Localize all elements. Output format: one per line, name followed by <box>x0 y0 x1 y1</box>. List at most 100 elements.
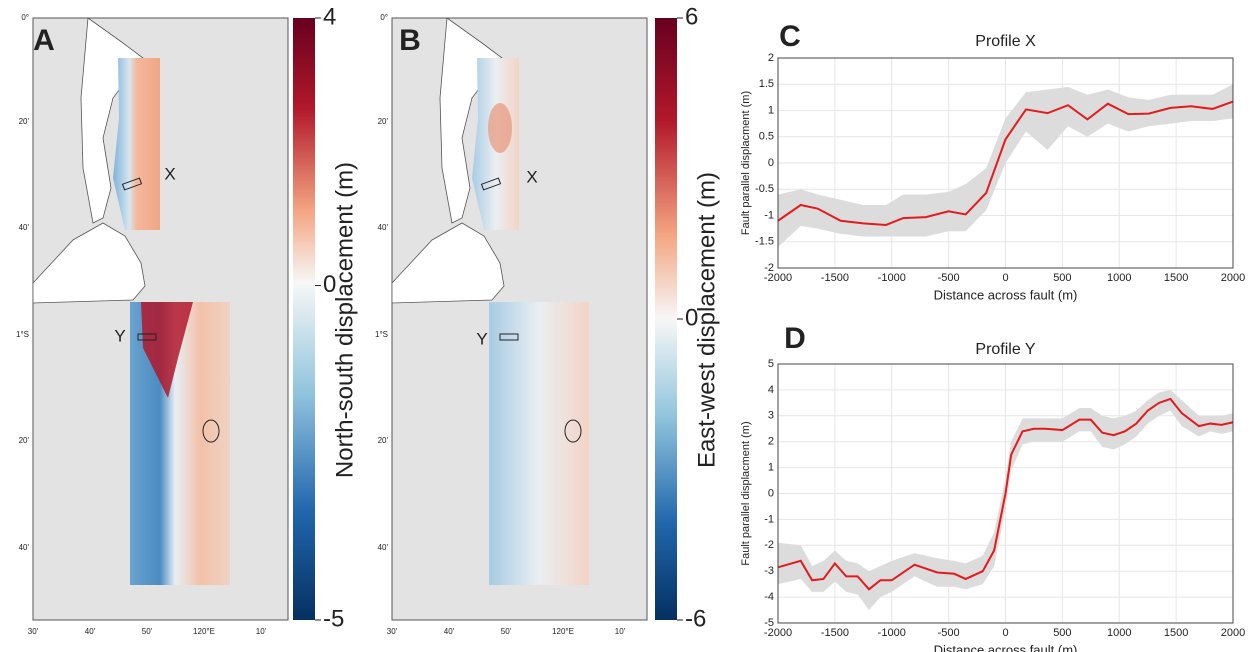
lon-label: 50' <box>142 627 153 636</box>
data-strip <box>113 58 160 230</box>
uncertainty-band <box>778 84 1233 247</box>
x-tick-label: 500 <box>1053 272 1071 284</box>
lat-label: 40' <box>378 223 389 232</box>
map-a <box>32 17 289 621</box>
lat-label: 0° <box>380 13 388 22</box>
plot-frame <box>777 57 1234 269</box>
outline <box>202 419 220 443</box>
y-tick-label: 1.5 <box>759 78 774 90</box>
colorbar <box>655 18 677 620</box>
colorbar-tick-label: -5 <box>323 605 344 632</box>
y-tick-label: 0.5 <box>759 131 774 143</box>
colorbar-label: East-west displacement (m) <box>693 172 720 468</box>
chart-title: Profile X <box>975 33 1036 50</box>
colorbar-label: North-south displacement (m) <box>331 162 358 478</box>
profile-label: X <box>164 164 175 183</box>
lon-label: 10' <box>615 627 626 636</box>
colorbar-tick-label: 0 <box>323 271 336 298</box>
profile-label: Y <box>476 329 487 348</box>
x-tick-label: -2000 <box>764 272 792 284</box>
x-tick-label: -1500 <box>821 272 849 284</box>
panel-letter: A <box>33 24 55 57</box>
uncertainty-band <box>778 389 1233 611</box>
y-tick-label: -1.5 <box>755 236 774 248</box>
x-tick-label: 2000 <box>1221 272 1245 284</box>
x-tick-label: 1500 <box>1164 627 1188 639</box>
profile-label: Y <box>114 326 125 345</box>
x-tick-label: -1000 <box>878 627 906 639</box>
lon-label: 10' <box>256 627 267 636</box>
panel-letter: C <box>779 20 801 53</box>
y-tick-label: 4 <box>768 384 774 396</box>
lon-label: 40' <box>444 627 455 636</box>
x-tick-label: 1000 <box>1107 627 1131 639</box>
x-axis-label: Distance across fault (m) <box>934 287 1078 302</box>
data-strip <box>489 302 589 585</box>
profile-label: X <box>526 167 537 186</box>
colorbar-tick-label: 6 <box>685 3 698 30</box>
data-strip <box>141 302 193 398</box>
x-tick-label: -1000 <box>878 272 906 284</box>
y-tick-label: 1 <box>768 104 774 116</box>
x-tick-label: 0 <box>1002 627 1008 639</box>
lat-label: 40' <box>19 543 30 552</box>
lat-label: 20' <box>19 117 30 126</box>
lon-label: 120°E <box>193 627 215 636</box>
data-line <box>777 100 1234 226</box>
y-tick-label: -4 <box>764 591 774 603</box>
chart-title: Profile Y <box>975 341 1036 358</box>
y-tick-label: -2 <box>764 539 774 551</box>
y-axis-label: Fault parallel displacment (m) <box>740 91 752 235</box>
colorbar-tick-label: 0 <box>685 304 698 331</box>
lon-label: 40' <box>85 627 96 636</box>
y-tick-label: -5 <box>764 617 774 629</box>
x-tick-label: 1000 <box>1107 272 1131 284</box>
lat-label: 40' <box>378 543 389 552</box>
y-tick-label: -0.5 <box>755 183 774 195</box>
lat-label: 20' <box>378 117 389 126</box>
x-tick-label: -1500 <box>821 627 849 639</box>
data-strip <box>488 103 512 153</box>
lon-label: 50' <box>501 627 512 636</box>
colorbar <box>293 18 315 620</box>
map-b <box>391 17 648 621</box>
y-tick-label: 0 <box>768 487 774 499</box>
y-tick-label: 2 <box>768 436 774 448</box>
colorbar-tick-label: 4 <box>323 3 336 30</box>
panel-letter: D <box>784 322 806 355</box>
y-tick-label: 3 <box>768 410 774 422</box>
plot-frame <box>777 363 1234 624</box>
y-tick-label: 1 <box>768 462 774 474</box>
profile-box <box>499 333 519 341</box>
profile-box <box>480 177 502 191</box>
x-tick-label: -500 <box>938 272 960 284</box>
lon-label: 30' <box>28 627 39 636</box>
lat-label: 20' <box>378 436 389 445</box>
sea <box>391 222 505 304</box>
colorbar-tick-label: -6 <box>685 605 706 632</box>
lat-label: 20' <box>19 436 30 445</box>
lon-label: 30' <box>387 627 398 636</box>
profile-box <box>137 333 157 341</box>
x-tick-label: 500 <box>1053 627 1071 639</box>
y-tick-label: -3 <box>764 565 774 577</box>
y-tick-label: 2 <box>768 52 774 64</box>
profile-box <box>121 177 143 191</box>
sea <box>32 222 146 304</box>
x-tick-label: -2000 <box>764 627 792 639</box>
x-tick-label: 0 <box>1002 272 1008 284</box>
y-tick-label: -1 <box>764 513 774 525</box>
panel-letter: B <box>399 24 421 57</box>
y-axis-label: Fault parallel displacment (m) <box>740 421 752 565</box>
outline <box>564 419 582 443</box>
y-tick-label: 5 <box>768 358 774 370</box>
x-tick-label: 2000 <box>1221 627 1245 639</box>
x-axis-label: Distance across fault (m) <box>934 642 1078 652</box>
lat-label: 1°S <box>375 330 388 339</box>
lon-label: 120°E <box>552 627 574 636</box>
data-line <box>777 397 1234 591</box>
lat-label: 1°S <box>16 330 29 339</box>
y-tick-label: -1 <box>764 209 774 221</box>
y-tick-label: -2 <box>764 262 774 274</box>
